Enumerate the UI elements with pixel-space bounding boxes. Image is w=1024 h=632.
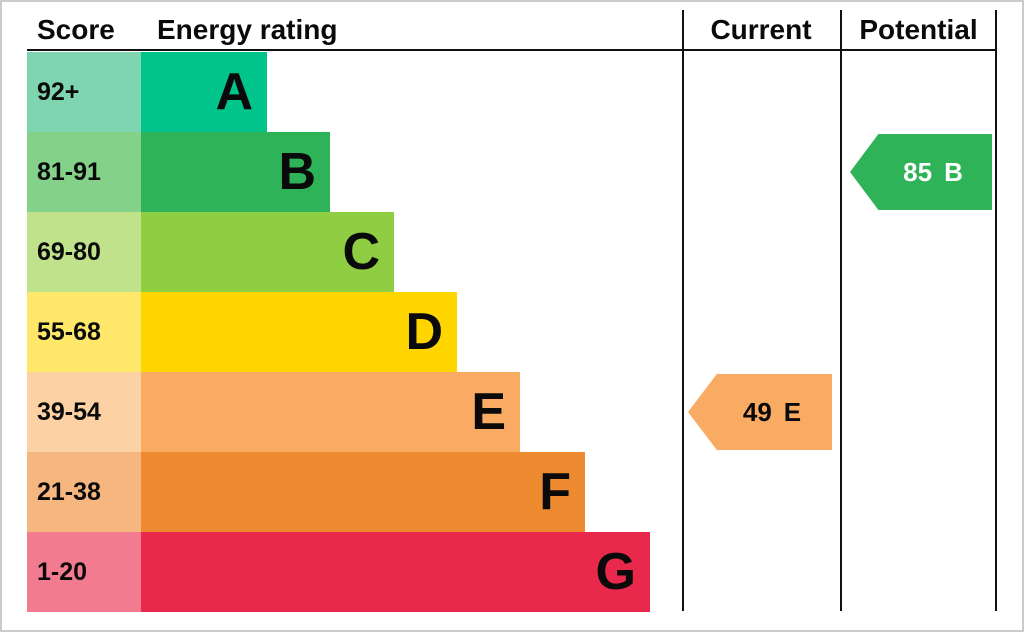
- score-cell: 55-68: [27, 292, 141, 372]
- band-letter: B: [278, 143, 316, 201]
- band-bar: F: [141, 452, 585, 532]
- band-bar: B: [141, 132, 330, 212]
- band-bar: A: [141, 52, 267, 132]
- score-cell: 39-54: [27, 372, 141, 452]
- band-row-b: 81-91 B: [27, 132, 650, 212]
- score-range-label: 39-54: [37, 397, 101, 426]
- band-bar: E: [141, 372, 520, 452]
- band-letter: G: [595, 543, 636, 601]
- score-range-label: 69-80: [37, 237, 101, 266]
- score-cell: 69-80: [27, 212, 141, 292]
- header-potential: Potential: [859, 14, 978, 45]
- band-row-g: 1-20 G: [27, 532, 650, 612]
- score-range-label: 55-68: [37, 317, 101, 346]
- band-bar: D: [141, 292, 457, 372]
- band-bar: C: [141, 212, 394, 292]
- band-row-f: 21-38 F: [27, 452, 650, 532]
- band-bar: G: [141, 532, 650, 612]
- band-letter: F: [539, 463, 571, 521]
- score-range-label: 81-91: [37, 157, 101, 186]
- current-rating-arrow: 49 E: [688, 374, 832, 450]
- band-row-d: 55-68 D: [27, 292, 650, 372]
- score-range-label: 92+: [37, 77, 80, 106]
- score-cell: 21-38: [27, 452, 141, 532]
- header-score: Score: [37, 14, 115, 45]
- score-cell: 81-91: [27, 132, 141, 212]
- potential-rating-letter: B: [944, 156, 963, 187]
- band-letter: C: [342, 223, 380, 281]
- band-row-e: 39-54 E: [27, 372, 650, 452]
- score-range-label: 21-38: [37, 477, 101, 506]
- header-energy-rating: Energy rating: [157, 14, 338, 45]
- header-divider-line: [27, 49, 997, 51]
- score-cell: 92+: [27, 52, 141, 132]
- score-cell: 1-20: [27, 532, 141, 612]
- score-range-label: 1-20: [37, 557, 88, 586]
- band-row-a: 92+ A: [27, 52, 650, 132]
- current-column-divider: [682, 10, 684, 611]
- current-rating-letter: E: [783, 396, 802, 427]
- current-rating-value: 49: [742, 396, 772, 427]
- potential-rating-arrow: 85 B: [850, 134, 992, 210]
- band-letter: D: [405, 303, 443, 361]
- right-border-line: [995, 10, 997, 611]
- header-current: Current: [710, 14, 812, 45]
- band-row-c: 69-80 C: [27, 212, 650, 292]
- band-letter: E: [471, 383, 506, 441]
- potential-column-divider: [840, 10, 842, 611]
- band-letter: A: [215, 63, 253, 121]
- band-rows: 92+ A 81-91 B 69-80 C 55-68: [27, 52, 650, 612]
- potential-rating-value: 85: [903, 156, 933, 187]
